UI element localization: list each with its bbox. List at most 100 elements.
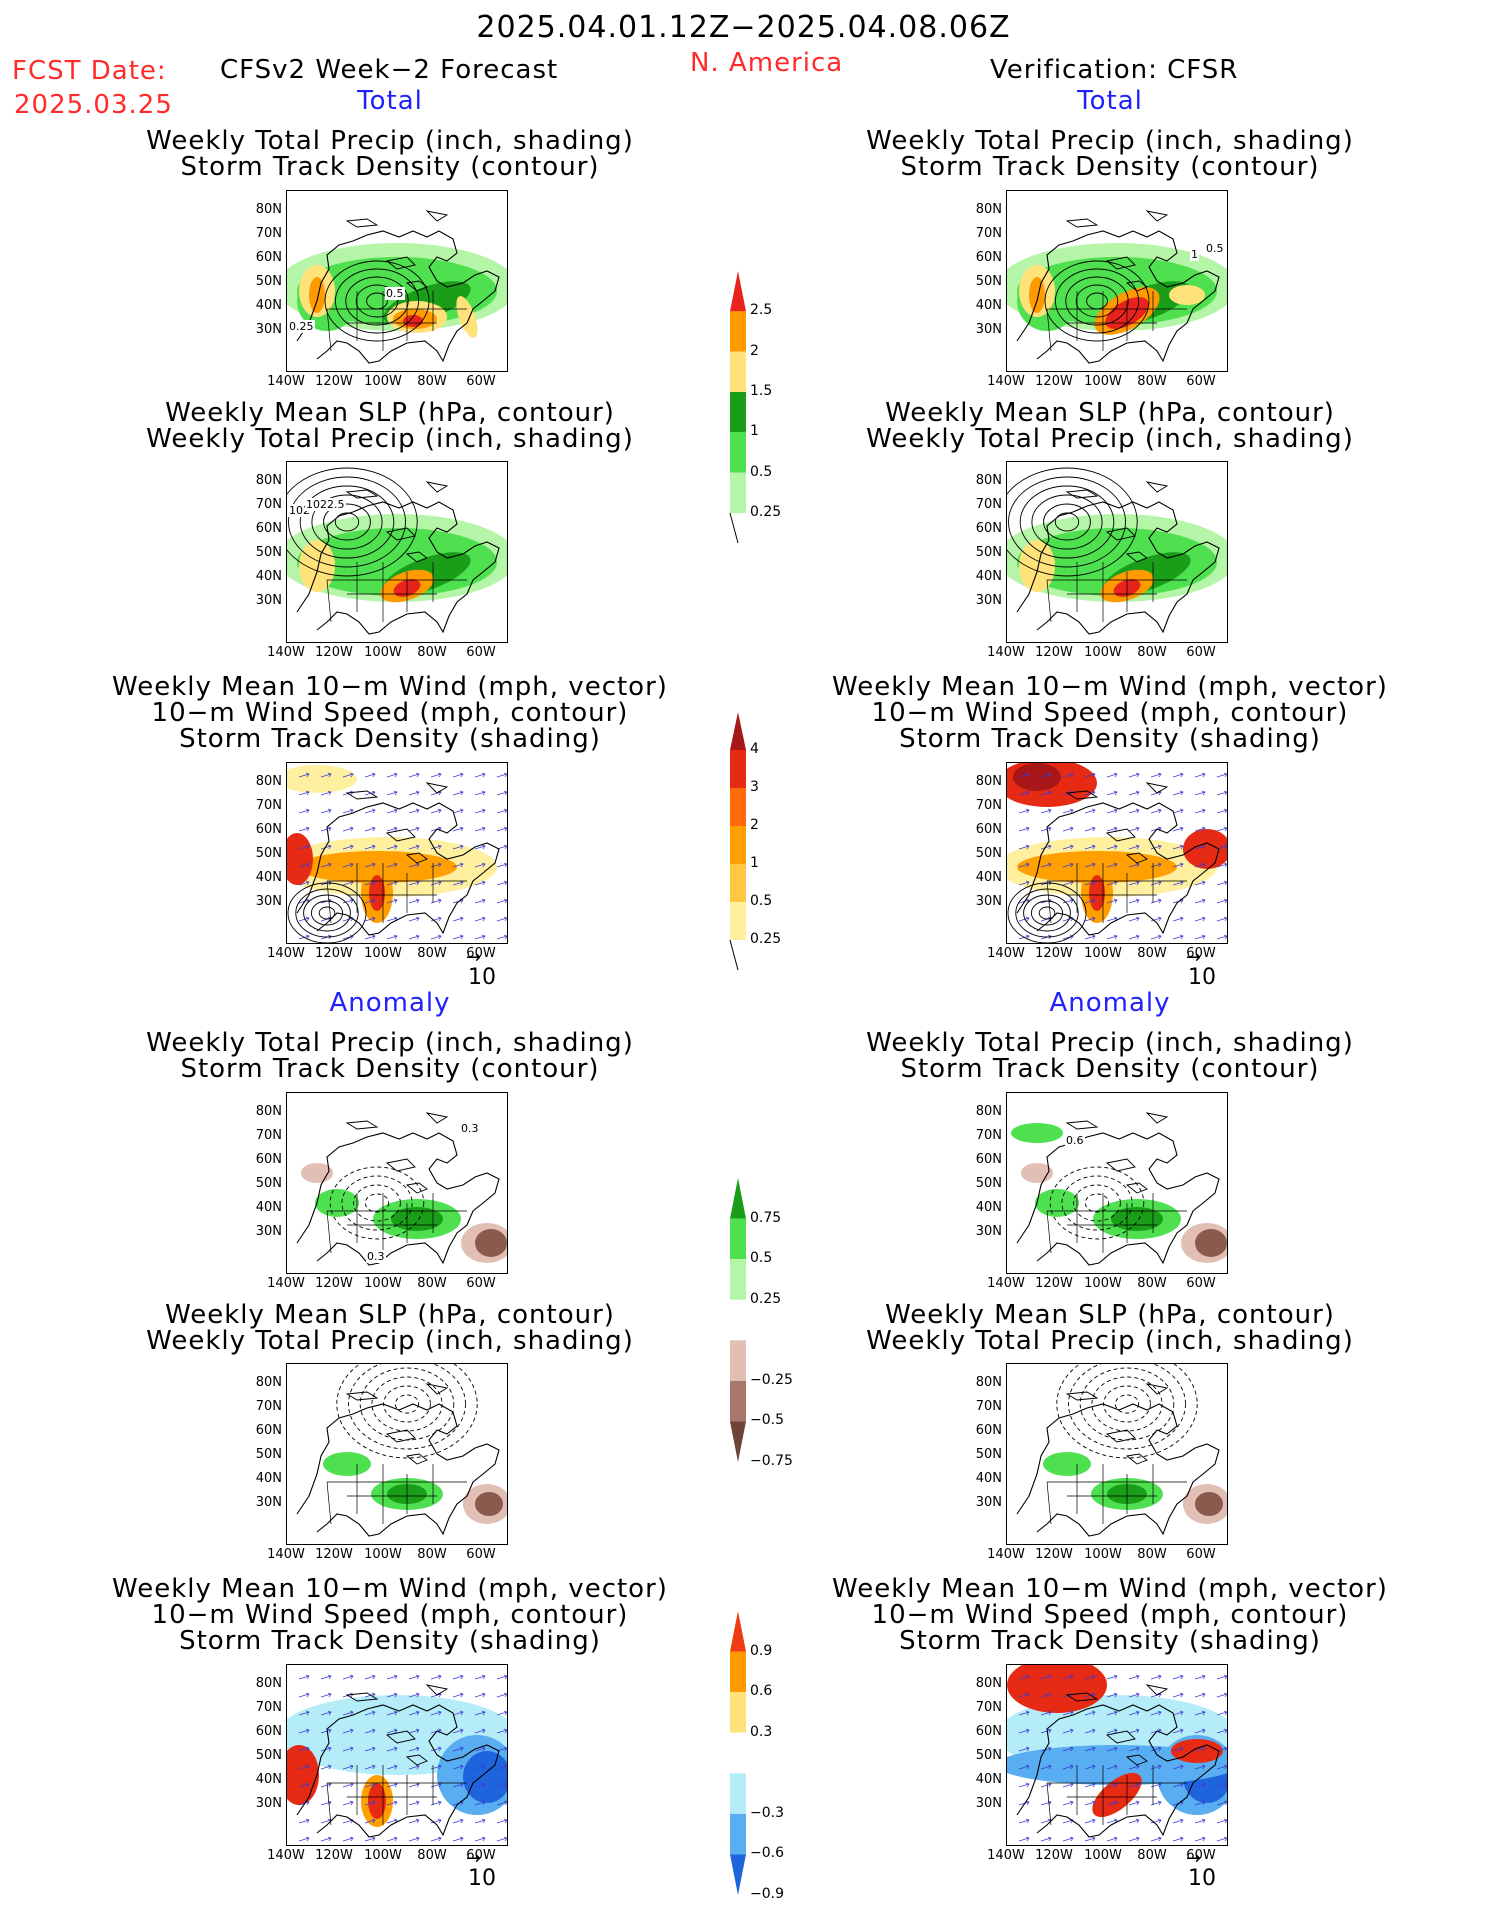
lon-tick-label: 60W: [1186, 1547, 1216, 1562]
wind-vector: [386, 916, 398, 922]
wind-vector: [386, 1836, 398, 1842]
colorbar-tick-label: 0.3: [750, 1723, 773, 1740]
wind-vector: [1194, 1728, 1206, 1734]
colorbar-tick-label: 0.5: [750, 463, 773, 480]
lat-tick-label: 60N: [975, 822, 1002, 837]
lon-tick-label: 120W: [1035, 946, 1073, 961]
wind-vector: [320, 772, 332, 778]
precip-anomaly-shading: [1035, 1189, 1079, 1217]
lat-tick-label: 80N: [975, 1676, 1002, 1691]
wind-vector: [474, 1800, 486, 1806]
ver-anom-wind-title-3: Storm Track Density (shading): [899, 1626, 1321, 1656]
colorbar-swatch: [730, 1651, 746, 1693]
precip-anomaly-shading: [1195, 1492, 1223, 1516]
precip-shading: [1029, 277, 1045, 313]
wind-vector: [320, 790, 332, 796]
wind-vector: [496, 1782, 507, 1788]
colorbar-tick-label: 4: [750, 741, 759, 757]
contour-line: [1015, 888, 1079, 938]
isobar-line: [1068, 1364, 1186, 1450]
coastline: [1016, 1403, 1220, 1537]
ver-total-wind-title-2: 10−m Wind Speed (mph, contour): [871, 698, 1349, 728]
wind-vector: [1216, 916, 1227, 922]
lon-tick-label: 80W: [417, 1848, 447, 1863]
coastline: [296, 1704, 500, 1838]
wind-vector: [1194, 790, 1206, 796]
lon-tick-label: 100W: [364, 1276, 402, 1291]
section-anomaly-left: Anomaly: [329, 988, 451, 1018]
wind-vector: [1172, 1836, 1184, 1842]
wind-vector: [1040, 1800, 1052, 1806]
lon-tick-label: 100W: [364, 645, 402, 660]
wind-vector: [1106, 1764, 1118, 1770]
wind-vector: [1194, 1692, 1206, 1698]
lat-tick-label: 30N: [975, 1224, 1002, 1239]
wind-vector: [1018, 790, 1030, 796]
wind-vector: [1040, 844, 1052, 850]
colorbar-tick-label: −0.75: [750, 1453, 793, 1469]
wind-vector: [1040, 1692, 1052, 1698]
wind-vector: [386, 934, 398, 940]
isobar-line: [383, 1385, 431, 1423]
wind-vector: [386, 1728, 398, 1734]
lat-tick-label: 50N: [975, 274, 1002, 289]
fc-total-wind-title-2: 10−m Wind Speed (mph, contour): [151, 698, 629, 728]
wind-vector: [430, 898, 442, 904]
ver-total-slp-title-2: Weekly Total Precip (inch, shading): [866, 424, 1354, 454]
wind-vector: [474, 844, 486, 850]
wind-vector: [1150, 1674, 1162, 1680]
colorbar-swatch: [730, 902, 746, 940]
wind-vector: [408, 1836, 420, 1842]
lon-tick-label: 100W: [1084, 946, 1122, 961]
lakes-outline: [1065, 1684, 1169, 1766]
wind-vector: [1172, 1692, 1184, 1698]
wind-vector: [1150, 1746, 1162, 1752]
forecast-title: CFSv2 Week−2 Forecast: [220, 55, 559, 85]
ver-total-precip-title-1: Weekly Total Precip (inch, shading): [866, 126, 1354, 156]
wind-vector: [474, 1764, 486, 1770]
lat-tick-label: 80N: [255, 1676, 282, 1691]
contour-line: [1030, 900, 1064, 926]
track-density-shading: [287, 765, 357, 793]
wind-vector: [408, 1800, 420, 1806]
state-borders: [326, 1464, 467, 1525]
isobar-line: [334, 512, 360, 532]
lat-tick-label: 80N: [255, 1104, 282, 1119]
contour-line: [1061, 1175, 1133, 1231]
lat-tick-label: 40N: [255, 569, 282, 584]
wind-vector: [1106, 772, 1118, 778]
wind-vector: [452, 1746, 464, 1752]
contour-line: [364, 1193, 390, 1213]
wind-vector: [364, 934, 376, 940]
wind-vector: [474, 1818, 486, 1824]
lon-tick-label: 60W: [1186, 946, 1216, 961]
wind-vector: [408, 1818, 420, 1824]
wind-vector: [1084, 1710, 1096, 1716]
colorbar-precip-total: [729, 271, 746, 544]
lat-tick-label: 40N: [975, 1200, 1002, 1215]
wind-vector: [320, 1800, 332, 1806]
lon-tick-label: 80W: [1137, 374, 1167, 389]
lakes-outline: [345, 782, 449, 864]
wind-vector: [342, 1728, 354, 1734]
lat-tick-label: 50N: [255, 274, 282, 289]
wind-vector: [298, 898, 310, 904]
wind-vector: [1172, 1818, 1184, 1824]
wind-vector: [408, 1674, 420, 1680]
wind-vector: [298, 1782, 310, 1788]
colorbar-swatch: [730, 1218, 746, 1260]
wind-vector: [1106, 790, 1118, 796]
colorbar-swatch: [730, 1259, 746, 1300]
contour-line: [1054, 268, 1140, 334]
state-borders: [326, 562, 467, 623]
wind-vector: [496, 1710, 507, 1716]
isobar-line: [371, 1376, 443, 1432]
wind-vector: [1106, 898, 1118, 904]
wind-vector: [474, 934, 486, 940]
wind-vector: [1040, 790, 1052, 796]
wind-vector: [1128, 772, 1140, 778]
lat-tick-label: 30N: [975, 1796, 1002, 1811]
lat-tick-label: 30N: [975, 593, 1002, 608]
contour-line: [1065, 276, 1129, 326]
wind-vector: [1040, 1710, 1052, 1716]
